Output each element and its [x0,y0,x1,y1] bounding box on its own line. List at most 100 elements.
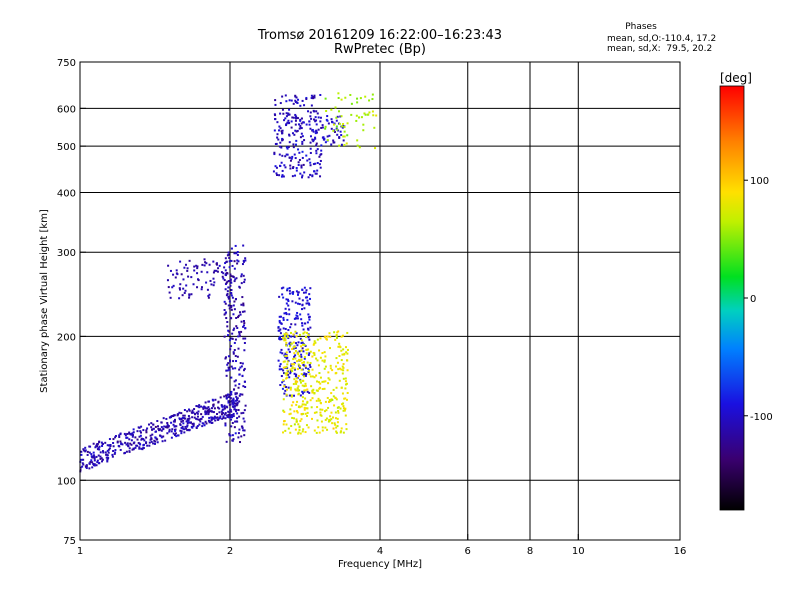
chart-title: Tromsø 20161209 16:22:00–16:23:43 [257,28,503,43]
data-point [301,150,304,153]
data-point [301,135,304,138]
data-point [101,444,104,447]
data-point [303,139,306,142]
data-point [131,448,134,451]
data-point [106,449,109,452]
data-point [204,406,207,409]
data-point [316,112,319,115]
data-point [355,119,358,122]
data-point [158,434,161,437]
data-point [235,408,238,411]
data-point [295,167,298,170]
data-point [205,281,208,284]
data-point [277,138,280,141]
data-point [238,331,241,334]
data-point [240,425,243,428]
data-point [160,421,163,424]
data-point [229,273,232,276]
data-point [183,414,186,417]
data-point [298,426,301,429]
data-point [200,405,203,408]
grid [80,62,680,540]
data-point [139,430,142,433]
data-point [330,127,333,130]
data-point [139,434,142,437]
data-point [213,407,216,410]
data-point [156,425,159,428]
data-point [314,136,317,139]
data-point [274,99,277,102]
data-point [283,392,286,395]
data-point [342,348,345,351]
data-point [185,420,188,423]
data-point [289,412,292,415]
data-point [309,127,312,130]
data-point [237,316,240,319]
data-point [223,395,226,398]
data-point [302,163,305,166]
data-point [237,436,240,439]
data-point [228,260,231,263]
data-point [285,423,288,426]
data-point [240,282,243,285]
data-point [309,164,312,167]
data-point [233,308,236,311]
data-point [141,448,144,451]
data-point [162,435,165,438]
x-tick-label: 10 [572,546,585,557]
data-point [238,394,241,397]
data-point [295,382,298,385]
data-point [282,366,285,369]
data-point [296,101,299,104]
data-point [319,411,322,414]
data-point [279,384,282,387]
data-point [286,388,289,391]
colorbar-label: [deg] [720,71,752,85]
data-point [198,404,201,407]
data-point [180,412,183,415]
data-point [292,417,295,420]
data-point [236,402,239,405]
data-point [199,420,202,423]
data-point [308,120,311,123]
series-o-2 [166,258,237,300]
data-point [290,342,293,345]
data-point [207,294,210,297]
data-point [371,93,374,96]
data-point [308,318,311,321]
data-point [154,430,157,433]
data-point [331,416,334,419]
colorbar-gradient [719,85,745,511]
data-point [311,355,314,358]
data-point [316,359,319,362]
data-point [320,144,323,147]
data-point [279,315,282,318]
data-point [318,155,321,158]
data-point [93,457,96,460]
data-point [282,409,285,412]
data-point [312,140,315,143]
data-point [297,351,300,354]
data-point [239,362,242,365]
data-point [332,139,335,142]
data-point [345,142,348,145]
data-point [172,423,175,426]
data-point [130,433,133,436]
data-point [293,153,296,156]
data-point [321,408,324,411]
data-point [233,280,236,283]
data-point [315,431,318,434]
data-point [228,266,231,269]
data-point [226,292,229,295]
data-point [168,430,171,433]
data-point [307,348,310,351]
data-point [292,146,295,149]
data-point [346,359,349,362]
data-point [350,113,353,116]
data-point [242,320,245,323]
data-point [81,462,84,465]
data-point [187,408,190,411]
data-point [288,342,291,345]
data-point [279,351,282,354]
data-point [325,110,328,113]
